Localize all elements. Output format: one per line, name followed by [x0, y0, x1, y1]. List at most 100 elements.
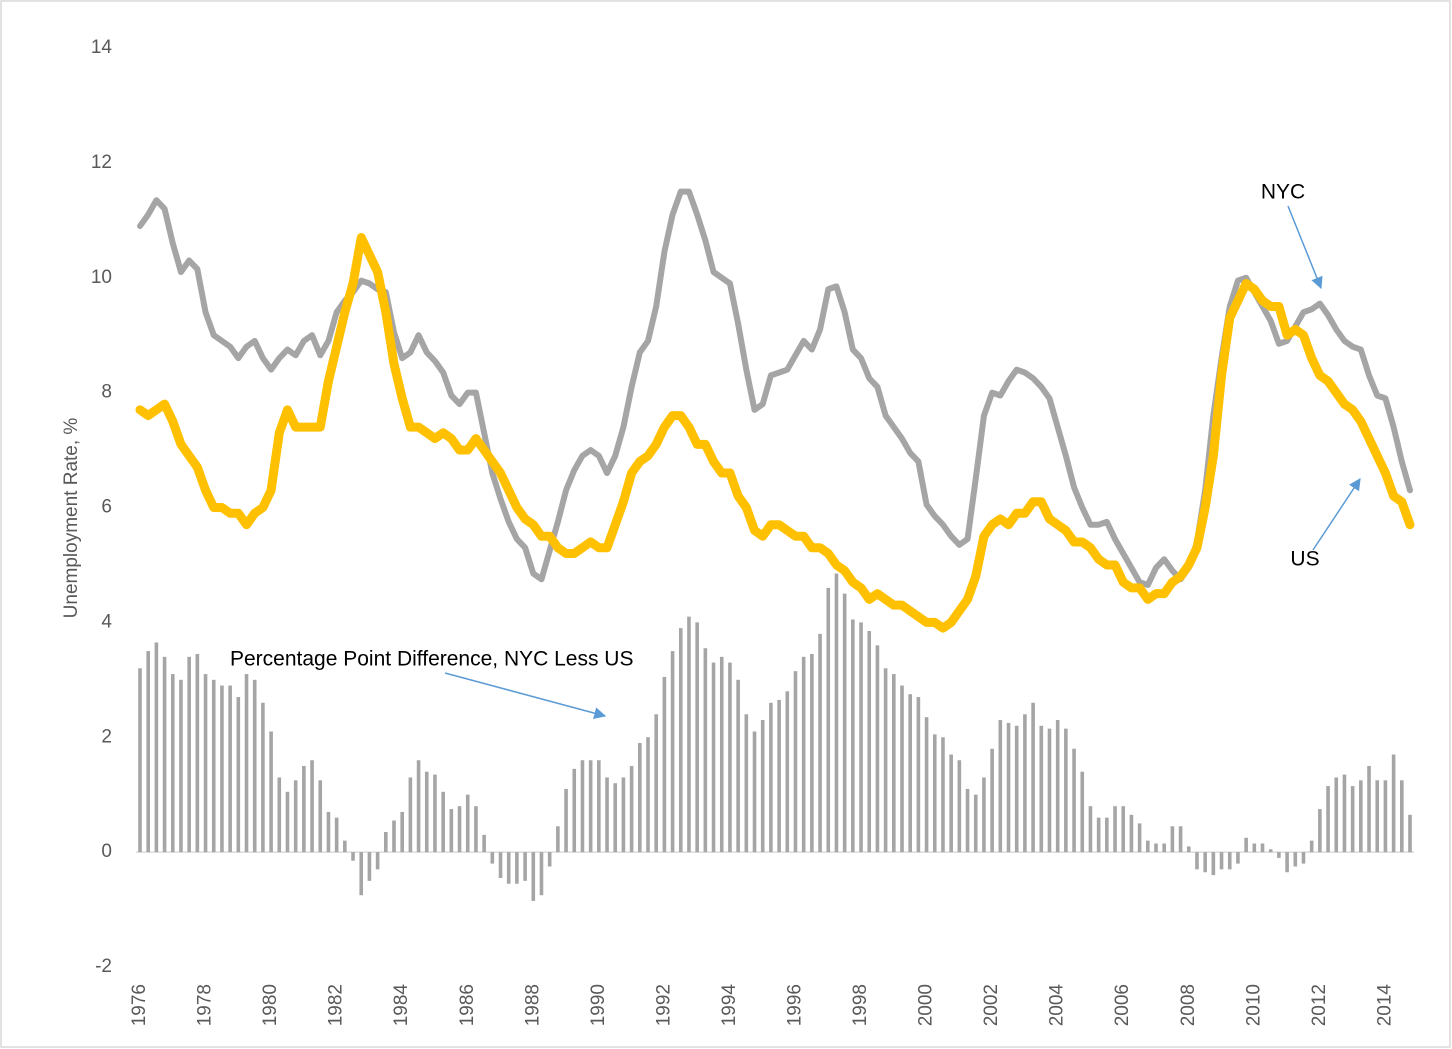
bar — [449, 809, 454, 853]
bar — [556, 826, 560, 853]
bar — [203, 674, 208, 853]
x-tick-label: 1984 — [391, 984, 412, 1027]
bar — [1186, 846, 1191, 853]
bar — [146, 651, 150, 853]
bar — [851, 619, 855, 853]
bar — [474, 806, 478, 853]
bar — [359, 852, 364, 896]
arrow — [1312, 477, 1361, 551]
bar — [416, 760, 421, 853]
bar — [1121, 806, 1126, 853]
bar — [752, 731, 757, 853]
bar — [1105, 817, 1109, 853]
y-tick-label: 10 — [91, 267, 112, 288]
bar — [1072, 748, 1076, 853]
bar — [424, 771, 429, 853]
bar — [1014, 725, 1019, 853]
bar — [654, 714, 658, 853]
x-tick-label: 1994 — [719, 984, 740, 1027]
bar — [859, 622, 863, 853]
bar — [719, 656, 724, 853]
bar — [1178, 826, 1183, 853]
bar — [908, 694, 912, 853]
bar — [523, 852, 527, 881]
bar — [220, 685, 224, 853]
bar — [244, 674, 249, 853]
x-tick-label: 2000 — [916, 984, 937, 1026]
bar — [580, 760, 585, 853]
plot-area: -2 0 2 4 6 8 10 12 14 1976 1978 1980 1982 1984 1986 198… — [91, 37, 1415, 1027]
bar — [392, 820, 396, 853]
bar — [1326, 786, 1330, 853]
bar — [777, 699, 781, 853]
y-tick-label: 2 — [101, 726, 112, 747]
x-tick-label: 1990 — [588, 984, 609, 1026]
bar — [1039, 725, 1044, 853]
bar — [1047, 728, 1052, 853]
bar — [170, 674, 175, 853]
bar — [973, 794, 978, 853]
annotation: NYC — [1261, 181, 1305, 204]
bar — [588, 760, 593, 853]
bar — [957, 760, 962, 853]
bar — [490, 852, 495, 864]
y-tick-label: 0 — [101, 841, 112, 862]
bar — [465, 794, 470, 853]
bar — [801, 656, 806, 853]
bar — [867, 630, 872, 853]
bar — [785, 691, 790, 853]
bar — [187, 656, 191, 853]
bar — [1408, 814, 1412, 853]
bar — [1375, 780, 1380, 853]
bar — [515, 852, 519, 884]
bar — [318, 780, 323, 853]
bar — [638, 742, 642, 853]
bar — [252, 679, 257, 853]
bar — [1383, 780, 1388, 853]
arrow — [444, 672, 607, 719]
bar — [1146, 840, 1150, 853]
bar — [687, 616, 691, 853]
bar — [498, 852, 503, 878]
y-tick-label: 6 — [101, 497, 112, 518]
bar — [1162, 843, 1166, 853]
bar — [1244, 837, 1248, 853]
y-tick-label: -2 — [95, 956, 112, 977]
x-tick-label: 1978 — [195, 984, 216, 1026]
bar — [457, 806, 462, 853]
bar — [662, 676, 667, 853]
bar — [818, 633, 822, 853]
bar — [1309, 840, 1314, 853]
bar — [1170, 826, 1175, 853]
bar — [711, 662, 716, 853]
bar — [1088, 806, 1093, 853]
bar — [1137, 823, 1142, 853]
bar — [703, 648, 708, 853]
bar — [1055, 720, 1060, 853]
bar — [892, 674, 896, 853]
bar — [1236, 852, 1240, 864]
bar — [375, 852, 380, 870]
bar — [572, 768, 577, 853]
bar — [1129, 814, 1134, 853]
bar — [547, 852, 552, 867]
bar — [154, 642, 159, 853]
bar — [1227, 852, 1232, 870]
annotation: US — [1290, 548, 1319, 571]
bar — [834, 573, 839, 853]
x-tick-label: 2010 — [1243, 984, 1264, 1026]
bar — [433, 774, 437, 853]
bar — [736, 679, 740, 853]
bar — [932, 734, 937, 853]
bar — [334, 817, 339, 853]
bar — [482, 834, 486, 853]
x-tick-label: 1996 — [784, 984, 805, 1026]
bar — [293, 780, 298, 853]
bar — [1318, 809, 1322, 853]
bar — [506, 852, 511, 884]
bar — [531, 852, 536, 901]
bar — [310, 760, 314, 853]
bar — [678, 628, 683, 853]
bar — [179, 679, 183, 853]
